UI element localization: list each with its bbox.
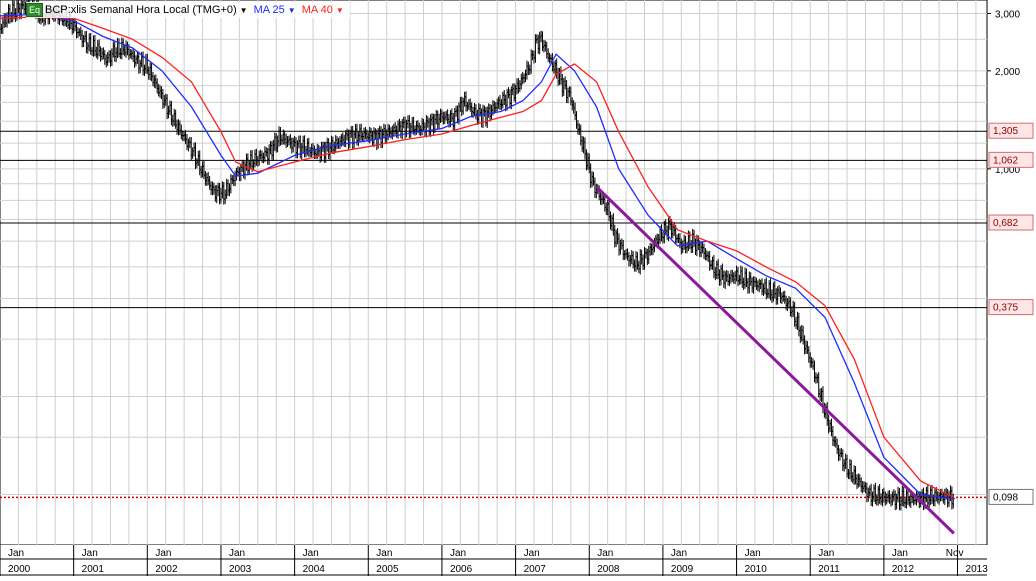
month-tick-label: Nov xyxy=(946,548,964,559)
month-tick-label: Jan xyxy=(818,548,834,559)
level-label: 0,375 xyxy=(993,303,1018,314)
month-tick-label: Jan xyxy=(229,548,245,559)
trendline xyxy=(595,185,955,535)
year-tick-label: 2009 xyxy=(671,564,694,575)
month-tick-label: Jan xyxy=(155,548,171,559)
y-tick-label: 3,000 xyxy=(995,9,1020,20)
dropdown-triangle-icon[interactable]: ▼ xyxy=(239,6,248,15)
y-tick-label: 2,000 xyxy=(995,67,1020,78)
level-label-box xyxy=(988,122,1034,139)
year-tick-label: 2000 xyxy=(8,564,31,575)
dropdown-triangle-icon[interactable]: ▼ xyxy=(287,6,296,15)
level-label-box xyxy=(988,299,1034,316)
x-axis-band xyxy=(0,545,1036,576)
month-tick-label: Jan xyxy=(376,548,392,559)
ma40-legend[interactable]: MA 40 ▼ xyxy=(301,4,344,16)
level-label: 0,682 xyxy=(993,218,1018,229)
year-tick-label: 2002 xyxy=(155,564,178,575)
year-tick-label: 2007 xyxy=(524,564,547,575)
level-label-box xyxy=(988,151,1034,168)
year-tick-label: 2008 xyxy=(597,564,620,575)
month-tick-label: Jan xyxy=(597,548,613,559)
month-tick-label: Jan xyxy=(892,548,908,559)
month-tick-label: Jan xyxy=(450,548,466,559)
last-price-label: 0,098 xyxy=(993,492,1018,503)
year-tick-label: 2010 xyxy=(745,564,768,575)
month-tick-label: Jan xyxy=(745,548,761,559)
level-label: 1,305 xyxy=(993,126,1018,137)
year-tick-label: 2011 xyxy=(818,564,840,575)
year-tick-label: 2004 xyxy=(303,564,326,575)
level-label-box xyxy=(988,214,1034,231)
month-tick-label: Jan xyxy=(82,548,98,559)
symbol-label[interactable]: BCP:xlis Semanal Hora Local (TMG+0) ▼ xyxy=(45,4,248,16)
ma25-legend[interactable]: MA 25 ▼ xyxy=(253,4,296,16)
month-tick-label: Jan xyxy=(671,548,687,559)
last-price-box xyxy=(988,488,1034,505)
moving-average-line xyxy=(0,16,955,498)
month-tick-label: Jan xyxy=(524,548,540,559)
year-tick-label: 2013 xyxy=(966,564,989,575)
year-tick-label: 2003 xyxy=(229,564,252,575)
month-tick-label: Jan xyxy=(303,548,319,559)
year-tick-label: 2001 xyxy=(82,564,105,575)
y-tick-label: 1,000 xyxy=(995,165,1020,176)
month-tick-label: Jan xyxy=(8,548,24,559)
chart-legend: Eq BCP:xlis Semanal Hora Local (TMG+0) ▼ … xyxy=(26,2,350,18)
equity-badge[interactable]: Eq xyxy=(26,3,44,17)
price-bars xyxy=(0,0,955,511)
year-tick-label: 2012 xyxy=(892,564,915,575)
dropdown-triangle-icon[interactable]: ▼ xyxy=(335,6,344,15)
plot-area xyxy=(0,0,988,546)
moving-average-line xyxy=(0,13,954,500)
year-tick-label: 2006 xyxy=(450,564,473,575)
year-tick-label: 2005 xyxy=(376,564,399,575)
level-label: 1,062 xyxy=(993,155,1018,166)
